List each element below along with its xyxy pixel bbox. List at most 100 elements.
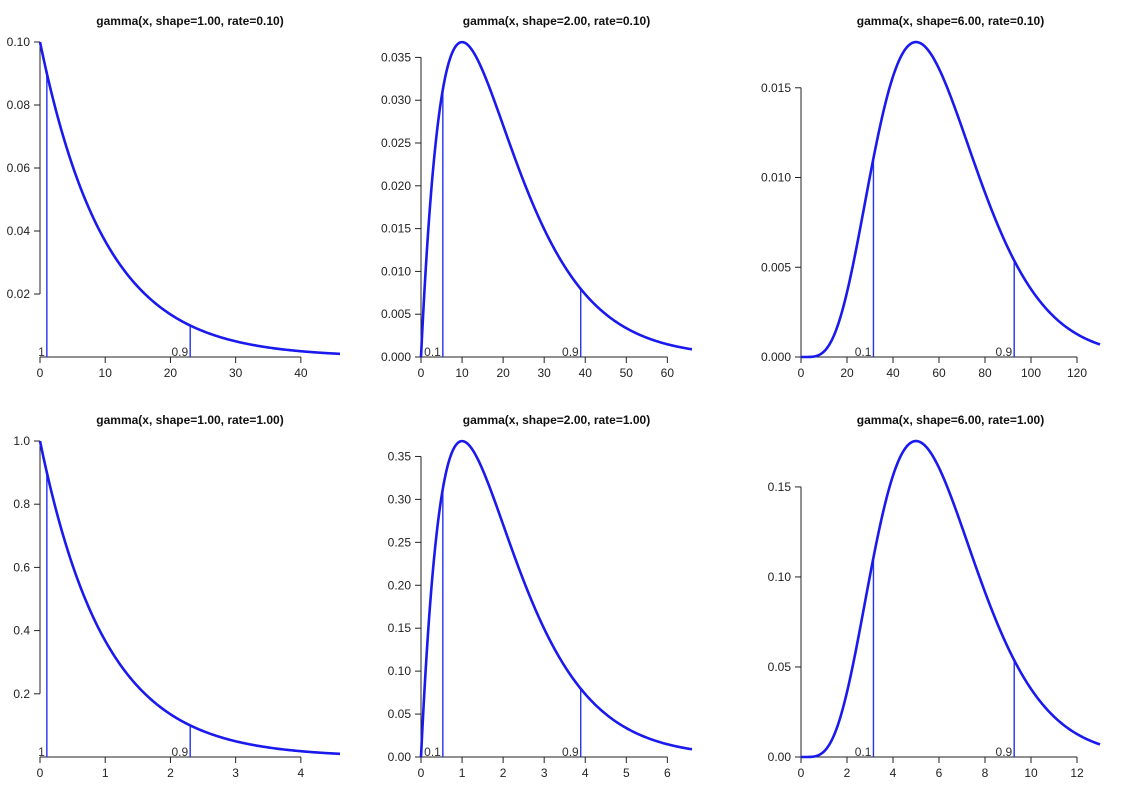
x-tick-label: 80: [978, 366, 992, 380]
y-tick-label: 0.25: [388, 535, 412, 549]
x-tick-label: 10: [455, 366, 469, 380]
y-tick-label: 0.6: [13, 560, 30, 574]
y-tick-label: 0.05: [388, 707, 412, 721]
quantile-label-0.9: 0.9: [996, 745, 1013, 759]
y-tick-label: 0.030: [381, 93, 411, 107]
quantile-label-0.9: 0.9: [996, 345, 1013, 359]
x-tick-label: 5: [623, 766, 630, 780]
y-tick-label: 0.15: [768, 480, 792, 494]
y-tick-label: 0.010: [381, 264, 411, 278]
x-tick-label: 1: [102, 766, 109, 780]
y-tick-label: 0.02: [7, 287, 31, 301]
y-tick-label: 0.025: [381, 136, 411, 150]
y-tick-label: 0.010: [761, 171, 791, 185]
y-tick-label: 0.015: [761, 81, 791, 95]
x-tick-label: 30: [538, 366, 552, 380]
y-tick-label: 0.20: [388, 578, 412, 592]
y-tick-label: 0.000: [381, 350, 411, 364]
quantile-label-0.1: 0.1: [855, 345, 872, 359]
x-tick-label: 0: [798, 366, 805, 380]
y-tick-label: 0.10: [768, 570, 792, 584]
y-tick-label: 0.005: [381, 307, 411, 321]
x-tick-label: 12: [1070, 766, 1084, 780]
x-tick-label: 4: [298, 766, 305, 780]
x-tick-label: 4: [890, 766, 897, 780]
x-tick-label: 6: [936, 766, 943, 780]
chart-title: gamma(x, shape=1.00, rate=1.00): [96, 413, 283, 427]
x-tick-label: 0: [798, 766, 805, 780]
x-tick-label: 2: [844, 766, 851, 780]
x-tick-label: 0: [418, 366, 425, 380]
x-tick-label: 1: [459, 766, 466, 780]
chart-panel-4: gamma(x, shape=1.00, rate=1.00) 0 1 2 3 4 0.2 0…: [13, 413, 341, 780]
quantile-label-0.9: 0.9: [172, 345, 189, 359]
x-tick-label: 4: [582, 766, 589, 780]
x-tick-label: 3: [232, 766, 239, 780]
x-tick-label: 6: [664, 766, 671, 780]
quantile-label-0.1: 1: [38, 745, 45, 759]
chart-panel-1: gamma(x, shape=1.00, rate=0.10) 0 10 20 30 40…: [7, 14, 341, 380]
y-tick-label: 0.020: [381, 179, 411, 193]
y-tick-label: 0.05: [768, 660, 792, 674]
x-tick-label: 2: [500, 766, 507, 780]
chart-panel-5: gamma(x, shape=2.00, rate=1.00) 0 1 2 3 4 5 6 0.…: [388, 413, 693, 780]
y-tick-label: 0.08: [7, 98, 31, 112]
x-tick-label: 10: [99, 366, 113, 380]
chart-title: gamma(x, shape=2.00, rate=1.00): [463, 413, 650, 427]
x-tick-label: 60: [661, 366, 675, 380]
density-curve: [800, 40, 1101, 359]
density-curve: [419, 40, 693, 358]
y-tick-label: 0.015: [381, 222, 411, 236]
x-tick-label: 50: [620, 366, 634, 380]
quantile-label-0.1: 1: [38, 345, 45, 359]
chart-title: gamma(x, shape=1.00, rate=0.10): [96, 14, 283, 28]
x-tick-label: 40: [579, 366, 593, 380]
x-tick-label: 3: [541, 766, 548, 780]
y-tick-label: 0.06: [7, 161, 31, 175]
chart-panel-6: gamma(x, shape=6.00, rate=1.00) 0 2 4 6 8 10 12…: [768, 413, 1101, 780]
x-tick-label: 10: [1024, 766, 1038, 780]
x-tick-label: 20: [840, 366, 854, 380]
quantile-label-0.9: 0.9: [562, 345, 579, 359]
y-tick-label: 0.10: [388, 664, 412, 678]
chart-title: gamma(x, shape=2.00, rate=0.10): [463, 14, 650, 28]
y-tick-label: 0.35: [388, 449, 412, 463]
density-curve: [38, 440, 341, 756]
x-tick-label: 120: [1067, 366, 1087, 380]
quantile-label-0.1: 0.1: [424, 345, 441, 359]
y-tick-label: 1.0: [13, 434, 30, 448]
y-tick-label: 0.15: [388, 621, 412, 635]
y-tick-label: 0.8: [13, 497, 30, 511]
y-tick-label: 0.2: [13, 687, 30, 701]
chart-title: gamma(x, shape=6.00, rate=0.10): [857, 14, 1044, 28]
x-tick-label: 20: [496, 366, 510, 380]
density-curve: [800, 439, 1101, 759]
chart-title: gamma(x, shape=6.00, rate=1.00): [857, 413, 1044, 427]
y-tick-label: 0.005: [761, 260, 791, 274]
x-tick-label: 40: [886, 366, 900, 380]
y-tick-label: 0.10: [7, 35, 31, 49]
y-tick-label: 0.4: [13, 624, 30, 638]
density-curve: [419, 439, 693, 758]
y-tick-label: 0.00: [388, 750, 412, 764]
x-tick-label: 20: [164, 366, 178, 380]
x-tick-label: 30: [229, 366, 243, 380]
y-tick-label: 0.000: [761, 350, 791, 364]
y-tick-label: 0.00: [768, 750, 792, 764]
quantile-label-0.9: 0.9: [562, 745, 579, 759]
x-tick-label: 8: [982, 766, 989, 780]
quantile-label-0.9: 0.9: [172, 745, 189, 759]
x-tick-label: 100: [1021, 366, 1041, 380]
x-tick-label: 40: [294, 366, 308, 380]
y-tick-label: 0.035: [381, 50, 411, 64]
y-tick-label: 0.04: [7, 224, 31, 238]
chart-panel-2: gamma(x, shape=2.00, rate=0.10) 0 10 20 30 40…: [381, 14, 693, 380]
x-tick-label: 0: [37, 766, 44, 780]
x-tick-label: 0: [418, 766, 425, 780]
quantile-label-0.1: 0.1: [424, 745, 441, 759]
y-tick-label: 0.30: [388, 492, 412, 506]
chart-panel-3: gamma(x, shape=6.00, rate=0.10) 0 20 40 60 80…: [761, 14, 1101, 380]
density-curve: [38, 41, 341, 356]
x-tick-label: 60: [932, 366, 946, 380]
